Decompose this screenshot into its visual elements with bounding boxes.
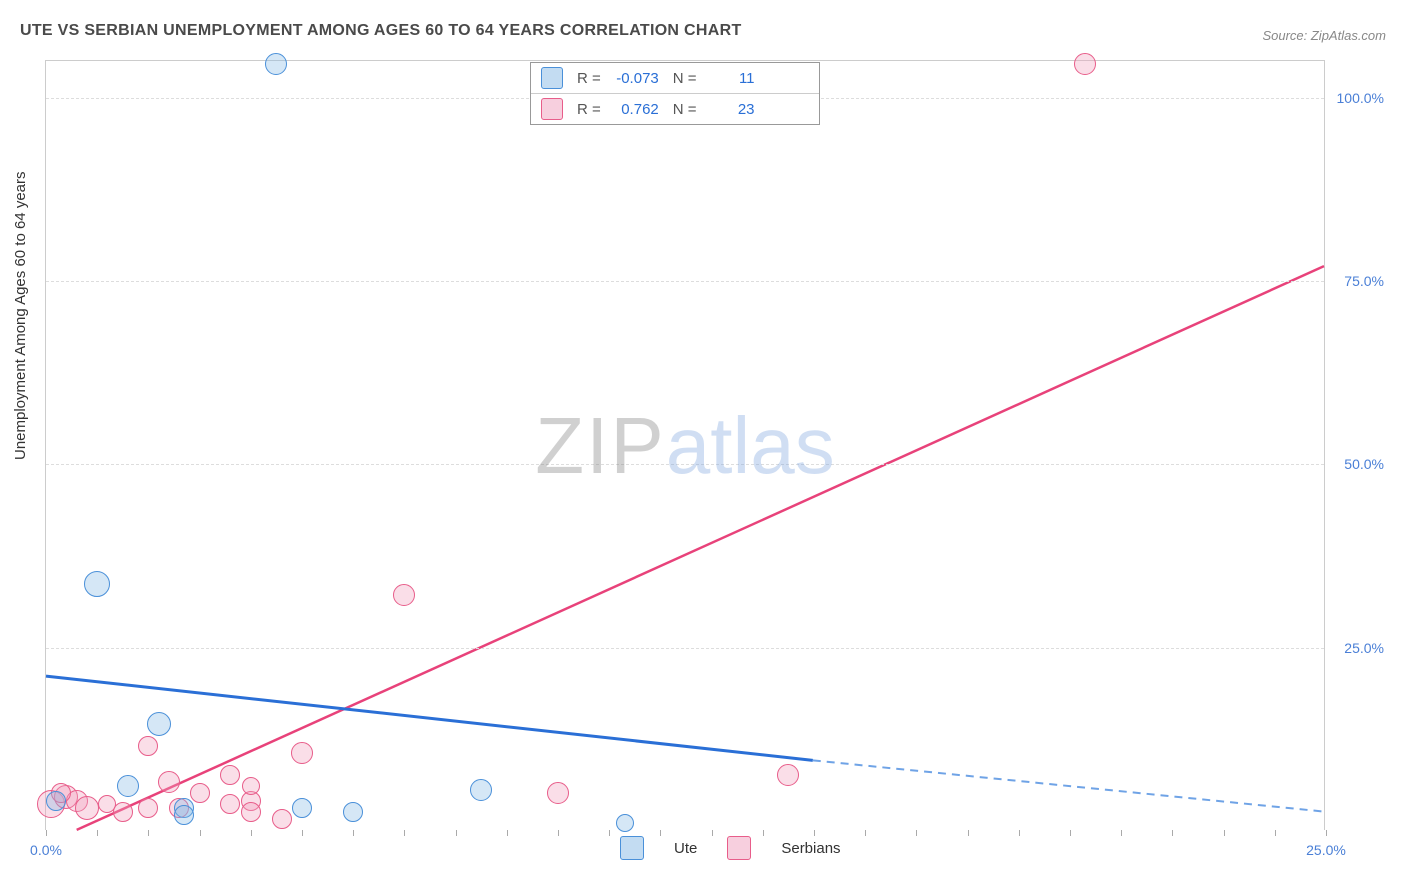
serbian-point bbox=[113, 802, 133, 822]
x-tick bbox=[1172, 830, 1173, 836]
stats-row-ute: R = -0.073 N = 11 bbox=[531, 63, 819, 94]
ute-point bbox=[117, 775, 139, 797]
stat-n-value-ute: 11 bbox=[703, 70, 755, 87]
legend-label-ute: Ute bbox=[674, 840, 697, 857]
serbian-point bbox=[547, 782, 569, 804]
x-tick bbox=[148, 830, 149, 836]
serbian-point bbox=[158, 771, 180, 793]
x-tick bbox=[1070, 830, 1071, 836]
x-tick bbox=[1275, 830, 1276, 836]
ute-point bbox=[265, 53, 287, 75]
serbian-point bbox=[220, 765, 240, 785]
serbian-point bbox=[241, 802, 261, 822]
x-tick bbox=[507, 830, 508, 836]
x-tick bbox=[609, 830, 610, 836]
gridline bbox=[46, 464, 1324, 465]
x-tick bbox=[1121, 830, 1122, 836]
serbian-point bbox=[1074, 53, 1096, 75]
ute-point bbox=[343, 802, 363, 822]
y-tick-label: 100.0% bbox=[1337, 90, 1384, 106]
stat-r-label: R = bbox=[577, 70, 601, 87]
legend-swatch-ute-icon bbox=[620, 836, 644, 860]
ute-point bbox=[616, 814, 634, 832]
chart-plot-area: ZIPatlas 25.0%50.0%75.0%100.0%0.0%25.0% bbox=[45, 60, 1325, 830]
ute-point bbox=[46, 791, 66, 811]
x-tick-label: 0.0% bbox=[30, 842, 62, 858]
legend-swatch-serbians-icon bbox=[727, 836, 751, 860]
ute-point bbox=[147, 712, 171, 736]
y-tick-label: 50.0% bbox=[1344, 456, 1384, 472]
y-tick-label: 25.0% bbox=[1344, 640, 1384, 656]
x-tick bbox=[353, 830, 354, 836]
source-name: ZipAtlas.com bbox=[1311, 28, 1386, 43]
serbian-point bbox=[291, 742, 313, 764]
ute-point bbox=[174, 805, 194, 825]
serbian-point bbox=[138, 736, 158, 756]
x-tick bbox=[968, 830, 969, 836]
serbian-point bbox=[75, 796, 99, 820]
stat-r-value-serbians: 0.762 bbox=[607, 101, 659, 118]
serbian-point bbox=[777, 764, 799, 786]
x-tick bbox=[97, 830, 98, 836]
ute-point bbox=[292, 798, 312, 818]
serbian-point bbox=[242, 777, 260, 795]
x-tick bbox=[865, 830, 866, 836]
swatch-serbians-icon bbox=[541, 98, 563, 120]
gridline bbox=[46, 281, 1324, 282]
gridline bbox=[46, 648, 1324, 649]
serbian-point bbox=[393, 584, 415, 606]
x-tick bbox=[46, 830, 47, 836]
x-tick bbox=[456, 830, 457, 836]
legend-label-serbians: Serbians bbox=[781, 840, 840, 857]
x-tick bbox=[916, 830, 917, 836]
serbian-point bbox=[190, 783, 210, 803]
x-tick bbox=[404, 830, 405, 836]
x-tick bbox=[1019, 830, 1020, 836]
stat-r-label: R = bbox=[577, 101, 601, 118]
stat-r-value-ute: -0.073 bbox=[607, 70, 659, 87]
ute-point bbox=[84, 571, 110, 597]
trend-lines-svg bbox=[46, 61, 1324, 830]
y-axis-label: Unemployment Among Ages 60 to 64 years bbox=[12, 171, 29, 460]
swatch-ute-icon bbox=[541, 67, 563, 89]
stat-n-value-serbians: 23 bbox=[703, 101, 755, 118]
ute-trend-extrapolation bbox=[813, 760, 1324, 811]
source-prefix: Source: bbox=[1262, 28, 1310, 43]
x-tick bbox=[1224, 830, 1225, 836]
source-credit: Source: ZipAtlas.com bbox=[1262, 28, 1386, 43]
chart-title: UTE VS SERBIAN UNEMPLOYMENT AMONG AGES 6… bbox=[20, 22, 742, 40]
stat-n-label: N = bbox=[673, 101, 697, 118]
stats-legend-box: R = -0.073 N = 11 R = 0.762 N = 23 bbox=[530, 62, 820, 125]
serbian-point bbox=[220, 794, 240, 814]
x-tick-label: 25.0% bbox=[1306, 842, 1346, 858]
serbian-trend-line bbox=[77, 266, 1324, 830]
x-tick bbox=[251, 830, 252, 836]
y-tick-label: 75.0% bbox=[1344, 273, 1384, 289]
ute-point bbox=[470, 779, 492, 801]
serbian-point bbox=[138, 798, 158, 818]
x-tick bbox=[302, 830, 303, 836]
series-legend: Ute Serbians bbox=[620, 836, 841, 860]
x-tick bbox=[200, 830, 201, 836]
stats-row-serbians: R = 0.762 N = 23 bbox=[531, 94, 819, 124]
x-tick bbox=[1326, 830, 1327, 836]
x-tick bbox=[558, 830, 559, 836]
serbian-point bbox=[272, 809, 292, 829]
stat-n-label: N = bbox=[673, 70, 697, 87]
